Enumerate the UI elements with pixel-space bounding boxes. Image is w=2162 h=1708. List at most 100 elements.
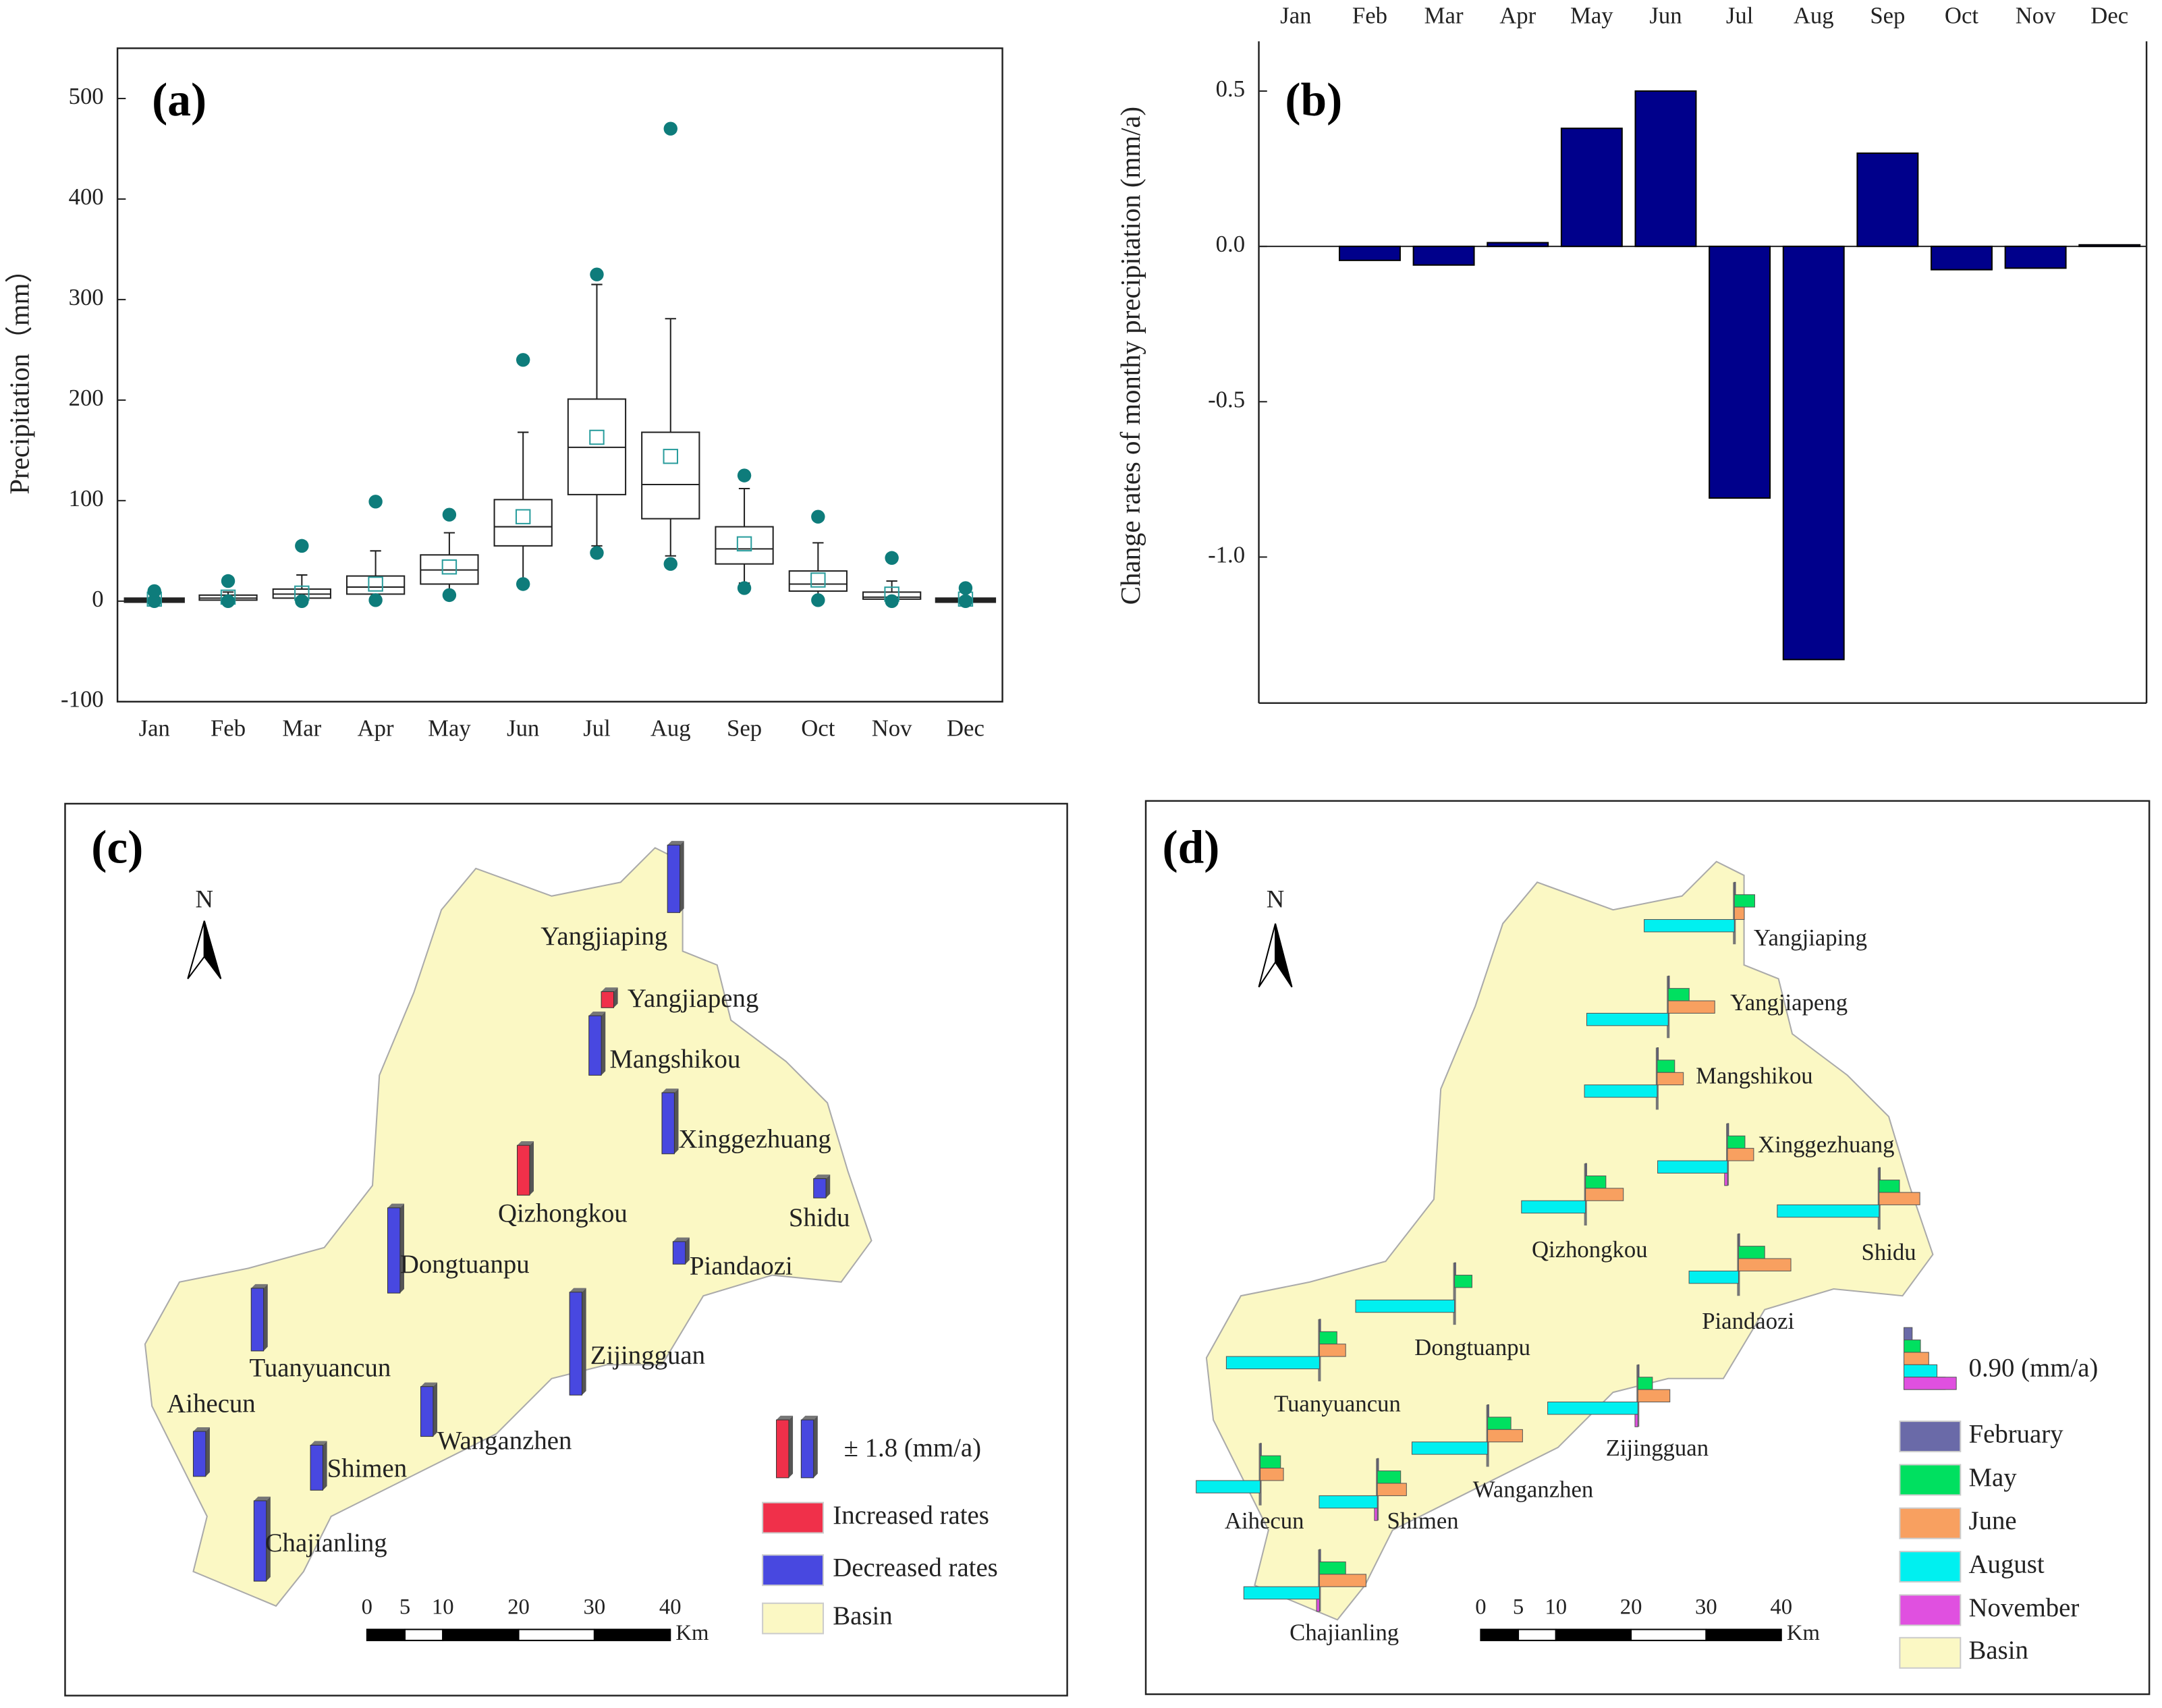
station-bar [1727,1135,1746,1149]
outlier [885,551,899,565]
bar-top [387,1203,404,1208]
box [641,431,700,520]
outlier [663,557,677,571]
outlier [368,593,383,607]
station-bar [1657,1072,1684,1086]
station-bar [601,991,615,1008]
outlier [958,581,973,595]
station-bar [1637,1377,1653,1390]
bar [1412,246,1475,266]
scale-label: 20 [507,1595,530,1619]
panel-label: (d) [1163,821,1220,873]
legend-label: Decreased rates [833,1553,997,1582]
x-tick-label: Mar [282,715,321,742]
station-bar [253,1500,267,1582]
station-bar [1734,906,1745,920]
bar-side [399,1203,404,1294]
station-label: Yangjiaping [540,922,667,951]
outlier [147,594,161,609]
scale-segment [1630,1628,1707,1641]
station-bar [1319,1319,1321,1332]
station-bar [672,1241,686,1265]
x-tick-label: Jan [139,715,170,742]
x-tick-label: Apr [1499,3,1536,29]
bar-side [205,1427,210,1477]
outlier [737,581,752,595]
legend-scale-bar [1904,1377,1957,1390]
bar [1487,242,1549,248]
mean-marker [736,536,752,552]
y-tick-label: -100 [61,686,104,713]
station-bar [1667,1000,1715,1014]
legend-label: Basin [833,1601,892,1630]
station-bar [1585,1175,1607,1189]
station-label: Wanganzhen [1473,1476,1593,1502]
station-bar [1377,1483,1407,1496]
station-bar [667,844,681,913]
x-tick-label: Nov [2016,3,2056,29]
bar-side [323,1441,327,1491]
station-bar [1260,1443,1262,1456]
station-bar [1319,1574,1366,1587]
y-tick-label: 500 [69,83,104,109]
station-bar [1738,1258,1792,1271]
outlier [221,594,235,609]
station-bar [800,1419,814,1479]
legend-swatch [1899,1551,1962,1583]
station-label: Yangjiapeng [628,984,758,1013]
station-bar [1521,1200,1586,1214]
scale-label: 40 [659,1595,682,1619]
station-label: Mangshikou [609,1045,740,1074]
station-bar [310,1445,323,1491]
x-tick-label: Aug [1794,3,1834,29]
y-tick-label: 100 [69,485,104,512]
station-bar [1734,881,1736,896]
station-label: Shimen [1387,1508,1459,1534]
scale-label: 0 [362,1595,372,1619]
legend-swatch [1899,1594,1962,1626]
bar [1931,246,1993,271]
legend-label: February [1969,1419,2064,1448]
north-label: N [196,885,214,912]
outlier [516,353,530,367]
station-bar [1667,975,1670,989]
x-tick-label: Oct [1945,3,1978,29]
x-tick-label: Mar [1424,3,1464,29]
x-tick-label: Nov [872,715,912,742]
scale-label: 0 [1475,1595,1486,1619]
bar [1782,246,1845,661]
x-tick-label: Jul [583,715,611,742]
y-axis-label: Change rates of monthy precipitation (mm… [1115,107,1146,605]
outlier [442,507,457,522]
outlier [590,546,604,560]
legend-label: May [1969,1463,2018,1492]
x-tick-label: Sep [727,715,762,742]
bar [2078,244,2141,248]
station-bar [1243,1586,1320,1600]
y-tick-label: 200 [69,385,104,411]
scale-segment [593,1628,671,1641]
station-bar [1634,1414,1638,1427]
outlier [295,539,309,553]
bar-side [813,1415,818,1478]
bar-side [826,1174,831,1199]
scale-segment [1480,1628,1520,1641]
legend-swatch [1899,1636,1962,1669]
bar-side [266,1496,271,1582]
outlier [442,588,457,603]
station-bar [1487,1404,1489,1418]
bar-top [588,1012,606,1016]
station-label: Qizhongkou [498,1199,628,1228]
station-bar [1487,1429,1523,1443]
bar-top [776,1415,794,1421]
bar [1338,246,1401,261]
scale-segment [442,1628,520,1641]
outlier [221,574,235,588]
station-label: Dongtuanpu [1414,1334,1530,1360]
y-tick-label: 0 [92,586,103,612]
station-bar [1724,1172,1728,1186]
outlier [885,594,899,609]
x-tick-label: Jun [1649,3,1682,29]
legend-swatch [762,1602,825,1634]
